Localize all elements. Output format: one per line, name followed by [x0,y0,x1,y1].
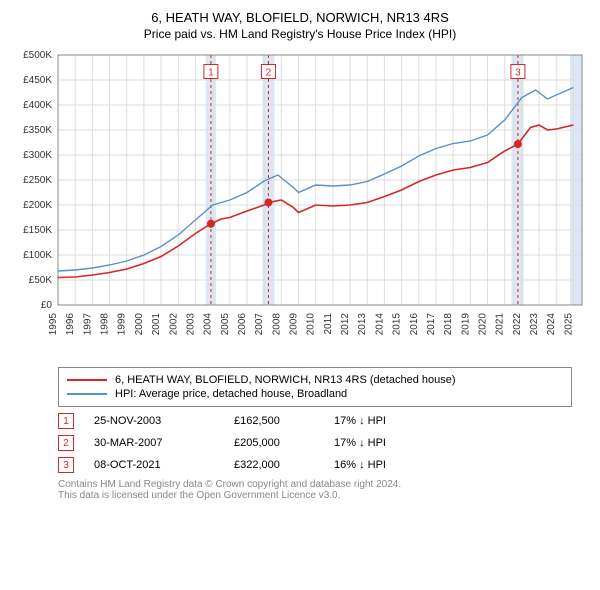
svg-text:£300K: £300K [23,150,52,161]
svg-text:3: 3 [515,68,521,79]
legend-item: HPI: Average price, detached house, Broa… [67,388,563,400]
svg-text:£100K: £100K [23,250,52,261]
sale-row: 2 30-MAR-2007£205,00017% ↓ HPI [58,435,572,451]
svg-text:£500K: £500K [23,50,52,61]
sale-row: 1 25-NOV-2003£162,50017% ↓ HPI [58,413,572,429]
svg-text:2007: 2007 [254,313,265,336]
svg-text:2002: 2002 [168,313,179,336]
svg-text:2025: 2025 [563,313,574,336]
svg-text:1995: 1995 [48,313,59,336]
svg-text:£400K: £400K [23,100,52,111]
svg-text:2023: 2023 [529,313,540,336]
svg-text:2009: 2009 [289,313,300,336]
chart-title: 6, HEATH WAY, BLOFIELD, NORWICH, NR13 4R… [8,10,592,25]
svg-text:2006: 2006 [237,313,248,336]
svg-text:1999: 1999 [117,313,128,336]
svg-text:1997: 1997 [82,313,93,336]
sale-diff: 17% ↓ HPI [334,437,386,449]
svg-text:2021: 2021 [495,313,506,336]
svg-text:1996: 1996 [65,313,76,336]
legend-swatch [67,379,107,381]
svg-text:2024: 2024 [546,313,557,336]
chart-container: £0 £50K £100K £150K £200K £250K £300K £350K £400… [8,49,592,359]
footer-line-1: Contains HM Land Registry data © Crown c… [58,479,572,490]
svg-text:2019: 2019 [460,313,471,336]
legend-label: HPI: Average price, detached house, Broa… [115,388,347,400]
line-chart: £0 £50K £100K £150K £200K £250K £300K £350K £400… [8,49,592,359]
svg-text:2014: 2014 [374,313,385,336]
svg-text:2: 2 [266,68,272,79]
sale-price: £322,000 [234,459,334,471]
sale-price: £162,500 [234,415,334,427]
svg-text:£150K: £150K [23,225,52,236]
svg-text:2003: 2003 [185,313,196,336]
sale-date: 25-NOV-2003 [94,415,234,427]
legend: 6, HEATH WAY, BLOFIELD, NORWICH, NR13 4R… [58,367,572,407]
svg-text:£450K: £450K [23,75,52,86]
svg-text:2022: 2022 [512,313,523,336]
svg-text:2008: 2008 [271,313,282,336]
svg-text:1: 1 [208,68,214,79]
svg-text:2017: 2017 [426,313,437,336]
footer-attribution: Contains HM Land Registry data © Crown c… [58,479,572,501]
svg-text:£0: £0 [41,300,53,311]
svg-text:2010: 2010 [306,313,317,336]
legend-label: 6, HEATH WAY, BLOFIELD, NORWICH, NR13 4R… [115,374,456,386]
svg-text:2018: 2018 [443,313,454,336]
sales-table: 1 25-NOV-2003£162,50017% ↓ HPI 2 30-MAR-200… [58,413,572,473]
svg-text:£350K: £350K [23,125,52,136]
svg-text:2016: 2016 [409,313,420,336]
sale-row: 3 08-OCT-2021£322,00016% ↓ HPI [58,457,572,473]
sale-marker-box: 1 [58,413,74,429]
svg-text:2001: 2001 [151,313,162,336]
svg-text:2005: 2005 [220,313,231,336]
svg-text:£250K: £250K [23,175,52,186]
sale-price: £205,000 [234,437,334,449]
chart-subtitle: Price paid vs. HM Land Registry's House … [8,27,592,41]
svg-text:2011: 2011 [323,313,334,335]
sale-diff: 17% ↓ HPI [334,415,386,427]
sale-marker-box: 3 [58,457,74,473]
svg-text:2013: 2013 [357,313,368,336]
svg-text:2004: 2004 [203,313,214,336]
legend-item: 6, HEATH WAY, BLOFIELD, NORWICH, NR13 4R… [67,374,563,386]
legend-swatch [67,393,107,395]
svg-text:£200K: £200K [23,200,52,211]
svg-text:2015: 2015 [392,313,403,336]
footer-line-2: This data is licensed under the Open Gov… [58,490,572,501]
sale-date: 08-OCT-2021 [94,459,234,471]
svg-text:2020: 2020 [478,313,489,336]
sale-diff: 16% ↓ HPI [334,459,386,471]
svg-text:£50K: £50K [29,275,53,286]
sale-marker-box: 2 [58,435,74,451]
svg-text:2000: 2000 [134,313,145,336]
sale-date: 30-MAR-2007 [94,437,234,449]
svg-text:1998: 1998 [100,313,111,336]
svg-text:2012: 2012 [340,313,351,336]
